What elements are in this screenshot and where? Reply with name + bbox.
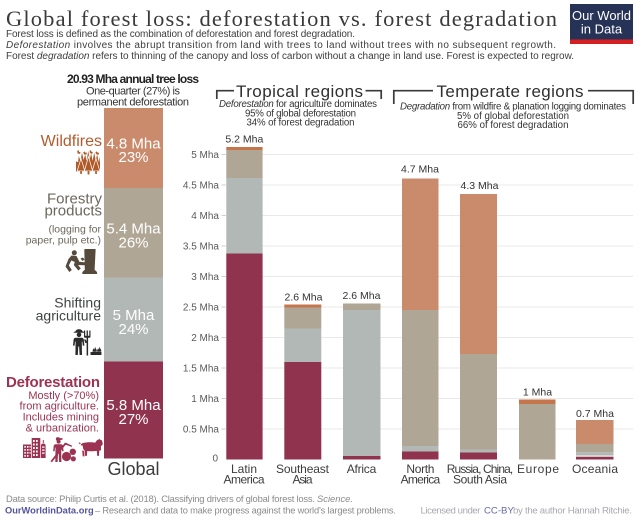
svg-text:95% of global deforestation: 95% of global deforestation: [245, 109, 356, 120]
svg-text:Deforestation: Deforestation: [6, 374, 100, 391]
svg-text:Degradation from wildfire & pl: Degradation from wildfire & planation lo…: [400, 102, 626, 113]
svg-text:4.3 Mha: 4.3 Mha: [461, 180, 499, 192]
svg-text:CC-BY: CC-BY: [484, 506, 514, 517]
svg-text:2 Mha: 2 Mha: [191, 333, 219, 344]
svg-text:5.2 Mha: 5.2 Mha: [225, 134, 263, 146]
svg-text:5 Mha: 5 Mha: [113, 307, 155, 324]
svg-text:Wildfires: Wildfires: [41, 133, 102, 150]
svg-text:Temperate regions: Temperate regions: [437, 82, 584, 101]
svg-text:Deforestation involves the abr: Deforestation involves the abrupt transi…: [6, 40, 556, 51]
svg-text:5% of global deforestation: 5% of global deforestation: [457, 111, 569, 122]
svg-text:1.5 Mha: 1.5 Mha: [183, 364, 220, 375]
svg-text:0: 0: [212, 454, 218, 465]
svg-text:34% of forest degradation: 34% of forest degradation: [247, 118, 355, 129]
svg-text:5.4 Mha: 5.4 Mha: [106, 221, 161, 238]
svg-text:South Asia: South Asia: [453, 473, 507, 487]
svg-text:1 Mha: 1 Mha: [191, 394, 219, 405]
svg-text:5 Mha: 5 Mha: [191, 150, 219, 161]
svg-text:23%: 23%: [118, 149, 148, 166]
svg-text:20.93 Mha annual tree loss: 20.93 Mha annual tree loss: [67, 72, 199, 86]
svg-text:OurWorldinData.org: OurWorldinData.org: [5, 506, 94, 516]
svg-text:Forestry: Forestry: [47, 191, 103, 208]
svg-text:Europe: Europe: [517, 462, 559, 476]
svg-text:3 Mha: 3 Mha: [191, 272, 219, 283]
svg-text:2.5 Mha: 2.5 Mha: [183, 303, 220, 314]
svg-text:1 Mha: 1 Mha: [523, 387, 552, 399]
svg-text:America: America: [401, 473, 441, 487]
svg-text:America: America: [224, 473, 265, 487]
svg-text:from agriculture.: from agriculture.: [20, 401, 99, 413]
svg-text:Our World: Our World: [572, 8, 631, 23]
svg-text:paper, pulp etc.): paper, pulp etc.): [26, 235, 101, 247]
svg-text:North: North: [406, 462, 434, 476]
svg-text:4.7 Mha: 4.7 Mha: [401, 164, 439, 176]
svg-text:0.5 Mha: 0.5 Mha: [183, 425, 220, 436]
svg-text:Science.: Science.: [317, 493, 353, 504]
svg-text:(logging for: (logging for: [48, 224, 101, 236]
svg-text:Global forest loss: deforestat: Global forest loss: deforestation vs. fo…: [6, 6, 557, 31]
svg-text:Oceania: Oceania: [572, 462, 618, 476]
svg-text:in Data: in Data: [581, 22, 623, 37]
svg-text:Forest loss is defined as the: Forest loss is defined as the combinatio…: [6, 29, 355, 40]
svg-text:permanent deforestation: permanent deforestation: [77, 97, 189, 109]
svg-text:Forest degradation refers to t: Forest degradation refers to thinning of…: [6, 51, 574, 62]
svg-text:5.8 Mha: 5.8 Mha: [106, 397, 161, 414]
svg-text:4 Mha: 4 Mha: [191, 211, 219, 222]
svg-text:Africa: Africa: [347, 462, 377, 476]
svg-text:by the author Hannah Ritchie.: by the author Hannah Ritchie.: [513, 506, 632, 517]
svg-text:– Research and data to make pr: – Research and data to make progress aga…: [95, 506, 396, 516]
svg-text:0.7 Mha: 0.7 Mha: [576, 408, 614, 420]
svg-text:Asia: Asia: [293, 473, 313, 487]
svg-text:Latin: Latin: [231, 462, 257, 476]
svg-text:Data source: Philip Curtis et: Data source: Philip Curtis et al. (2018)…: [6, 493, 315, 504]
svg-text:Russia, China,: Russia, China,: [447, 462, 514, 476]
svg-text:26%: 26%: [118, 234, 148, 251]
svg-text:66% of forest degradation: 66% of forest degradation: [458, 120, 569, 131]
svg-text:Shifting: Shifting: [54, 295, 101, 311]
svg-text:products: products: [44, 203, 102, 220]
svg-text:2.6 Mha: 2.6 Mha: [343, 290, 381, 302]
svg-text:Tropical regions: Tropical regions: [236, 82, 363, 101]
svg-text:4.8 Mha: 4.8 Mha: [106, 135, 161, 152]
svg-text:& urbanization.: & urbanization.: [26, 423, 99, 435]
svg-text:Includes mining: Includes mining: [23, 412, 99, 424]
svg-text:Mostly (>70%): Mostly (>70%): [28, 390, 99, 402]
svg-text:Licensed under: Licensed under: [421, 506, 482, 517]
svg-text:Southeast: Southeast: [276, 462, 330, 476]
svg-text:3.5 Mha: 3.5 Mha: [183, 242, 220, 253]
svg-text:Deforestation for agriculture: Deforestation for agriculture dominates: [219, 99, 377, 110]
svg-text:27%: 27%: [118, 411, 148, 428]
svg-text:One-quarter (27%) is: One-quarter (27%) is: [86, 86, 181, 98]
svg-text:24%: 24%: [118, 321, 148, 338]
svg-text:4.5 Mha: 4.5 Mha: [183, 181, 220, 192]
svg-text:2.6 Mha: 2.6 Mha: [285, 292, 323, 304]
svg-text:Global: Global: [107, 459, 159, 479]
svg-text:agriculture: agriculture: [36, 308, 102, 324]
